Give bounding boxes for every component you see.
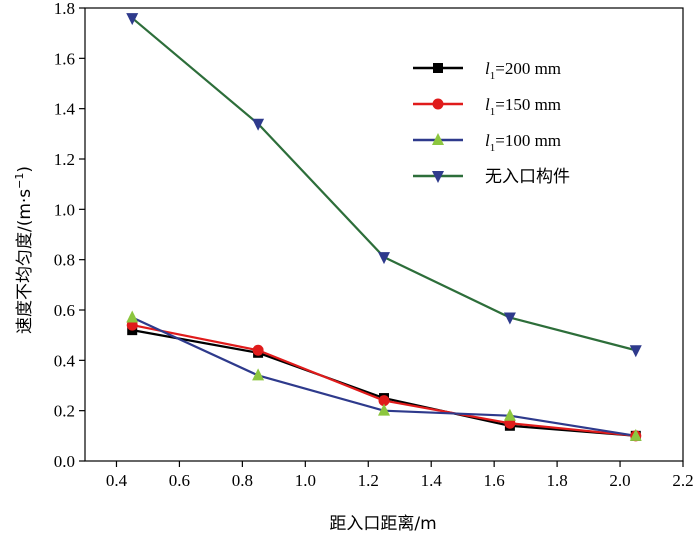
- x-tick-label: 1.0: [295, 471, 316, 490]
- y-tick-label: 0.2: [54, 402, 75, 421]
- data-point-s4-3: [378, 252, 390, 265]
- legend-swatch-marker-1: [433, 63, 443, 73]
- legend-swatch-marker-2: [432, 98, 444, 110]
- y-tick-label: 1.0: [54, 200, 75, 219]
- y-tick-label: 1.8: [54, 0, 75, 18]
- x-tick-label: 1.8: [546, 471, 567, 490]
- legend-label-1: l1=200 mm: [485, 59, 561, 82]
- data-point-s2-2: [252, 344, 264, 356]
- series-line-1: [132, 329, 636, 437]
- y-axis-label-main: 速度不均匀度/(m·s: [15, 189, 35, 334]
- plot-area: [84, 7, 684, 462]
- y-tick-label: 0.0: [54, 452, 75, 471]
- x-tick-label: 2.2: [672, 471, 693, 490]
- x-tick-label: 0.6: [169, 471, 190, 490]
- y-tick-label: 0.4: [54, 351, 76, 370]
- data-point-s4-5: [629, 345, 642, 358]
- data-point-s3-4: [503, 408, 516, 421]
- y-tick-label: 1.4: [54, 100, 76, 119]
- axis-ticks: 0.4 0.6 0.8 1.0 1.2 1.4 1.6 1.8 2.0 2.2 0.0 0.2 0.4 0…: [54, 0, 694, 490]
- data-point-s3-1: [126, 310, 139, 323]
- data-point-s4-4: [503, 312, 516, 325]
- marker-group: [126, 13, 642, 442]
- legend-label-2: l1=150 mm: [485, 95, 561, 118]
- y-tick-label: 1.2: [54, 150, 75, 169]
- y-axis-label-superscript: −1: [13, 173, 26, 189]
- data-point-s3-5: [629, 428, 642, 441]
- data-point-s2-3: [378, 395, 390, 407]
- y-tick-label: 1.6: [54, 49, 75, 68]
- data-point-s3-2: [252, 368, 265, 381]
- x-tick-label: 0.8: [232, 471, 253, 490]
- x-tick-label: 1.2: [358, 471, 379, 490]
- y-axis-label: 速度不均匀度/(m·s−1): [13, 166, 35, 334]
- legend-label-3: l1=100 mm: [485, 131, 561, 154]
- x-tick-label: 0.4: [106, 471, 128, 490]
- data-point-s4-1: [126, 13, 139, 26]
- data-point-s3-3: [378, 403, 390, 416]
- axis-labels: 距入口距离/m 速度不均匀度/(m·s−1): [13, 166, 437, 534]
- legend: l1=200 mm l1=150 mm l1=100 mm 无入口构件: [413, 59, 570, 187]
- legend-swatch-marker-4: [432, 171, 444, 183]
- series-line-2: [131, 324, 636, 437]
- y-tick-label: 0.8: [54, 251, 75, 270]
- series-line-3: [131, 316, 636, 437]
- x-tick-label: 1.6: [484, 471, 505, 490]
- x-tick-label: 1.4: [421, 471, 443, 490]
- y-axis-label-end: ): [15, 166, 35, 173]
- legend-swatch-marker-3: [432, 133, 444, 145]
- y-tick-label: 0.6: [54, 301, 75, 320]
- x-axis-label: 距入口距离/m: [329, 514, 436, 534]
- plot-frame: [84, 7, 684, 462]
- x-tick-label: 2.0: [609, 471, 630, 490]
- data-point-s4-2: [252, 118, 265, 131]
- series-group: [131, 17, 637, 437]
- legend-label-4: 无入口构件: [485, 167, 570, 187]
